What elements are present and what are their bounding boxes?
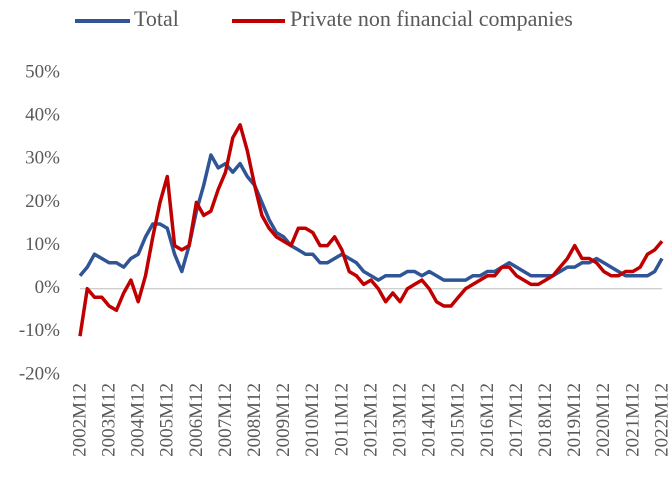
y-tick-label: 30% bbox=[25, 148, 60, 169]
x-tick-label: 2007M12 bbox=[215, 383, 236, 457]
x-tick-label: 2016M12 bbox=[477, 383, 498, 457]
x-tick-label: 2021M12 bbox=[622, 383, 643, 457]
x-tick-label: 2010M12 bbox=[302, 383, 323, 457]
x-tick-label: 2012M12 bbox=[360, 383, 381, 457]
y-tick-label: 20% bbox=[25, 191, 60, 212]
x-tick-label: 2015M12 bbox=[448, 383, 469, 457]
x-tick-label: 2005M12 bbox=[157, 383, 178, 457]
x-tick-label: 2022M12 bbox=[651, 383, 672, 457]
x-tick-label: 2009M12 bbox=[273, 383, 294, 457]
y-tick-label: 0% bbox=[35, 277, 61, 298]
x-tick-label: 2003M12 bbox=[98, 383, 119, 457]
series-line bbox=[78, 153, 664, 282]
x-tick-label: 2019M12 bbox=[564, 383, 585, 457]
x-tick-label: 2017M12 bbox=[506, 383, 527, 457]
y-tick-label: 50% bbox=[25, 61, 60, 82]
legend-text: Private non financial companies bbox=[290, 6, 573, 31]
x-tick-label: 2004M12 bbox=[128, 383, 149, 457]
x-tick-label: 2006M12 bbox=[186, 383, 207, 457]
x-tick-label: 2018M12 bbox=[535, 383, 556, 457]
x-tick-label: 2011M12 bbox=[331, 383, 352, 456]
x-tick-label: 2020M12 bbox=[593, 383, 614, 457]
series-line bbox=[78, 123, 664, 337]
y-tick-label: -10% bbox=[19, 320, 60, 341]
y-tick-label: -20% bbox=[19, 363, 60, 384]
y-tick-label: 40% bbox=[25, 105, 60, 126]
x-tick-label: 2014M12 bbox=[419, 383, 440, 457]
x-tick-label: 2013M12 bbox=[389, 383, 410, 457]
x-tick-label: 2008M12 bbox=[244, 383, 265, 457]
legend-text: Total bbox=[134, 6, 179, 31]
y-tick-label: 10% bbox=[25, 234, 60, 255]
x-tick-label: 2002M12 bbox=[69, 383, 90, 457]
